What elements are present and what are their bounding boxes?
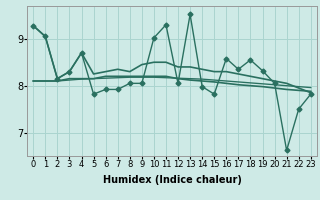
X-axis label: Humidex (Indice chaleur): Humidex (Indice chaleur) (103, 175, 241, 185)
